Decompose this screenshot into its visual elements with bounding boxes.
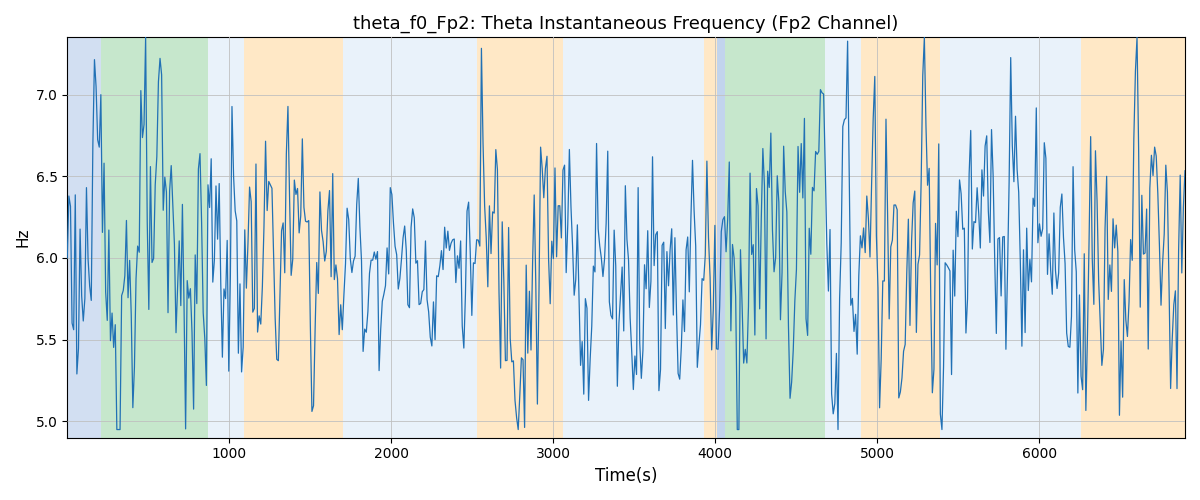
Bar: [704, 38, 716, 438]
Bar: [101, 38, 209, 438]
Bar: [826, 38, 862, 438]
Bar: [974, 38, 998, 438]
Bar: [244, 38, 343, 438]
Bar: [725, 38, 826, 438]
Bar: [343, 38, 478, 438]
Y-axis label: Hz: Hz: [16, 228, 30, 248]
Bar: [716, 38, 725, 438]
X-axis label: Time(s): Time(s): [595, 467, 658, 485]
Bar: [67, 38, 101, 438]
Bar: [563, 38, 704, 438]
Bar: [478, 38, 563, 438]
Bar: [209, 38, 244, 438]
Bar: [862, 38, 941, 438]
Bar: [1081, 38, 1186, 438]
Bar: [941, 38, 974, 438]
Bar: [998, 38, 1081, 438]
Title: theta_f0_Fp2: Theta Instantaneous Frequency (Fp2 Channel): theta_f0_Fp2: Theta Instantaneous Freque…: [354, 15, 899, 34]
